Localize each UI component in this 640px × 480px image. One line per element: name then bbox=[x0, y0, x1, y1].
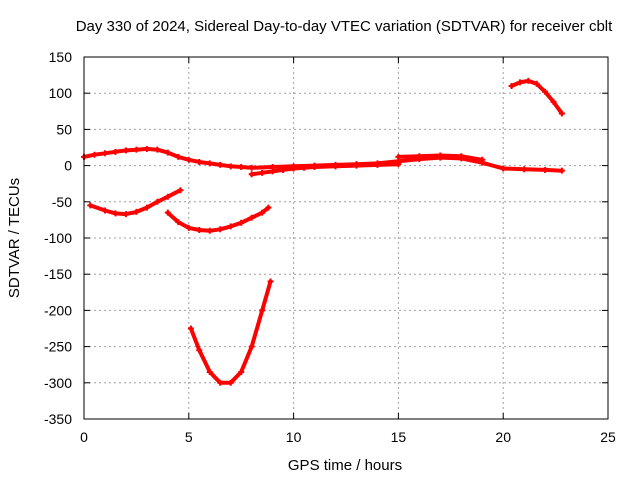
tick-layer: 0 5 10 15 20 25 150 100 50 0 -50 -100 -150 -200 -250 -3… bbox=[44, 49, 616, 445]
data-point bbox=[516, 79, 523, 86]
y-tick-label: -150 bbox=[44, 266, 72, 282]
data-point bbox=[185, 224, 192, 231]
data-point bbox=[248, 343, 255, 350]
data-point bbox=[558, 167, 565, 174]
x-tick-label: 0 bbox=[80, 429, 88, 445]
data-point bbox=[508, 82, 515, 89]
data-point bbox=[185, 156, 192, 163]
series-layer bbox=[81, 77, 565, 386]
data-point bbox=[416, 153, 423, 160]
y-tick-label: 0 bbox=[64, 158, 72, 174]
data-point bbox=[238, 164, 245, 171]
data-point bbox=[558, 110, 565, 117]
data-point bbox=[154, 198, 161, 205]
y-tick-label: 100 bbox=[49, 85, 73, 101]
data-point bbox=[101, 150, 108, 157]
y-tick-label: 150 bbox=[49, 49, 73, 65]
grid-layer bbox=[84, 57, 608, 419]
x-tick-label: 15 bbox=[391, 429, 407, 445]
data-point bbox=[112, 148, 119, 155]
x-axis-title: GPS time / hours bbox=[288, 457, 402, 474]
data-point bbox=[175, 153, 182, 160]
data-point bbox=[259, 169, 266, 176]
data-point bbox=[374, 161, 381, 168]
data-point bbox=[437, 152, 444, 159]
data-point bbox=[227, 223, 234, 230]
data-point bbox=[164, 193, 171, 200]
y-tick-label: -50 bbox=[52, 194, 72, 210]
data-point bbox=[311, 164, 318, 171]
data-point bbox=[248, 164, 255, 171]
data-point bbox=[133, 208, 140, 215]
data-point bbox=[143, 145, 150, 152]
data-point bbox=[259, 209, 266, 216]
data-point bbox=[248, 214, 255, 221]
data-point bbox=[91, 151, 98, 158]
data-point bbox=[122, 211, 129, 218]
data-point bbox=[187, 325, 194, 332]
data-point bbox=[217, 161, 224, 168]
data-point bbox=[154, 146, 161, 153]
data-point bbox=[395, 161, 402, 168]
data-point bbox=[301, 164, 308, 171]
data-point bbox=[479, 156, 486, 163]
y-tick-label: -100 bbox=[44, 230, 72, 246]
data-point bbox=[290, 165, 297, 172]
y-tick-label: -300 bbox=[44, 375, 72, 391]
x-tick-label: 5 bbox=[185, 429, 193, 445]
y-tick-label: -200 bbox=[44, 302, 72, 318]
x-tick-label: 25 bbox=[600, 429, 616, 445]
data-point bbox=[227, 379, 234, 386]
data-point bbox=[542, 88, 549, 95]
data-point bbox=[238, 368, 245, 375]
data-point bbox=[164, 209, 171, 216]
y-tick-label: -350 bbox=[44, 411, 72, 427]
data-point bbox=[196, 227, 203, 234]
data-point bbox=[332, 163, 339, 170]
data-point bbox=[267, 278, 274, 285]
data-point bbox=[122, 147, 129, 154]
data-point bbox=[87, 202, 94, 209]
y-axis-title: SDTVAR / TECUs bbox=[6, 178, 23, 298]
data-point bbox=[259, 307, 266, 314]
data-point bbox=[217, 226, 224, 233]
data-point bbox=[206, 368, 213, 375]
series-arc-deep bbox=[188, 279, 273, 385]
x-tick-label: 20 bbox=[495, 429, 511, 445]
data-point bbox=[196, 347, 203, 354]
data-point bbox=[550, 98, 557, 105]
data-point bbox=[542, 166, 549, 173]
data-point bbox=[525, 77, 532, 84]
series-arc-dip-2 bbox=[165, 205, 271, 233]
chart-title: Day 330 of 2024, Sidereal Day-to-day VTE… bbox=[76, 18, 613, 35]
data-point bbox=[206, 160, 213, 167]
data-point bbox=[112, 210, 119, 217]
data-point bbox=[248, 171, 255, 178]
data-point bbox=[143, 204, 150, 211]
data-point bbox=[175, 219, 182, 226]
data-point bbox=[164, 149, 171, 156]
y-tick-label: 50 bbox=[56, 121, 72, 137]
data-point bbox=[217, 379, 224, 386]
data-point bbox=[238, 219, 245, 226]
y-tick-label: -250 bbox=[44, 339, 72, 355]
data-point bbox=[227, 163, 234, 170]
data-point bbox=[353, 162, 360, 169]
data-point bbox=[265, 204, 272, 211]
data-point bbox=[521, 166, 528, 173]
data-point bbox=[269, 168, 276, 175]
x-tick-label: 10 bbox=[286, 429, 302, 445]
data-point bbox=[101, 207, 108, 214]
data-point bbox=[533, 80, 540, 87]
data-point bbox=[133, 146, 140, 153]
data-point bbox=[395, 153, 402, 160]
data-point bbox=[280, 166, 287, 173]
data-point bbox=[177, 187, 184, 194]
data-point bbox=[196, 158, 203, 165]
data-point bbox=[206, 227, 213, 234]
data-point bbox=[458, 153, 465, 160]
data-point bbox=[500, 165, 507, 172]
